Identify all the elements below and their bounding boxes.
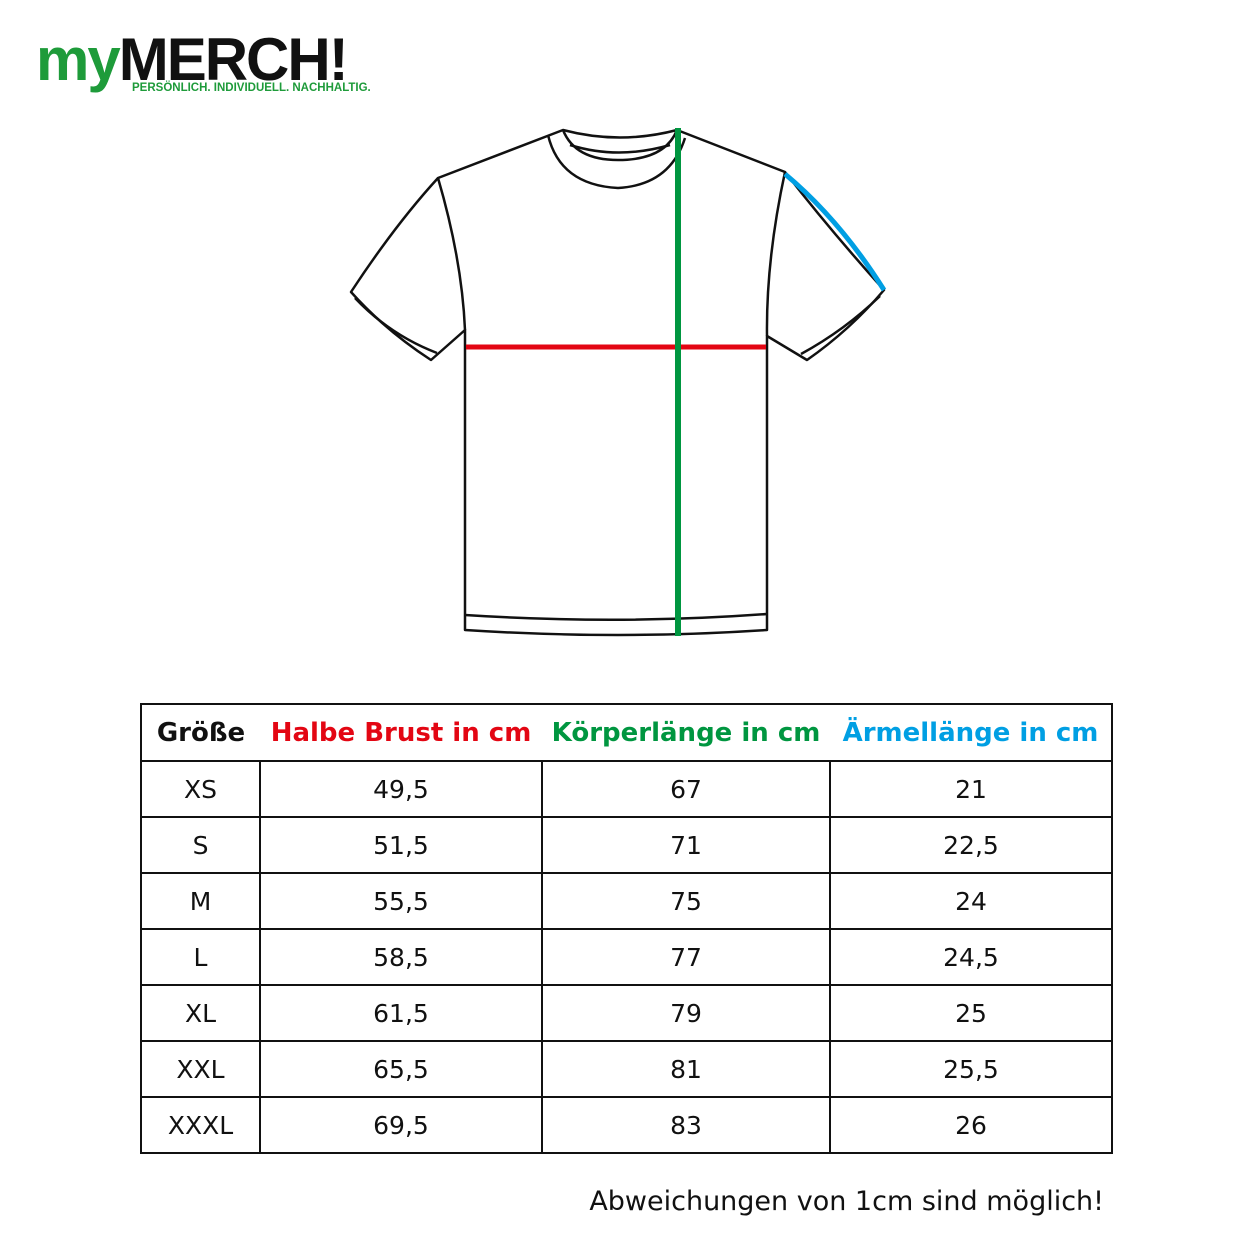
cell-size: XL (140, 984, 261, 1042)
table-row: XXL 65,5 81 25,5 (140, 1040, 1113, 1098)
cell-size: XS (140, 760, 261, 818)
cell-chest: 58,5 (259, 928, 543, 986)
cell-chest: 65,5 (259, 1040, 543, 1098)
table-row: M 55,5 75 24 (140, 872, 1113, 930)
tshirt-collar (546, 134, 687, 190)
tshirt-measurement-diagram (349, 128, 887, 637)
tshirt-body-right-seam (765, 171, 787, 337)
logo-tagline: PERSÖNLICH. INDIVIDUELL. NACHHALTIG. (132, 82, 371, 94)
header-chest: Halbe Brust in cm (260, 703, 542, 762)
cell-length: 71 (541, 816, 831, 874)
cell-length: 83 (541, 1096, 831, 1154)
cell-length: 75 (541, 872, 831, 930)
cell-size: XXL (140, 1040, 261, 1098)
cell-size: XXXL (140, 1096, 261, 1154)
cell-chest: 55,5 (259, 872, 543, 930)
logo-my: my (36, 26, 121, 93)
cell-sleeve: 26 (829, 1096, 1113, 1154)
tshirt-body-left-seam (436, 177, 467, 331)
cell-sleeve: 25 (829, 984, 1113, 1042)
header-length: Körperlänge in cm (542, 703, 830, 762)
tshirt-hem (464, 612, 768, 621)
cell-size: L (140, 928, 261, 986)
cell-sleeve: 24,5 (829, 928, 1113, 986)
size-table: Größe Halbe Brust in cm Körperlänge in c… (140, 703, 1113, 1154)
cell-sleeve: 25,5 (829, 1040, 1113, 1098)
sleeve-measure-line (783, 172, 887, 292)
table-row: L 58,5 77 24,5 (140, 928, 1113, 986)
cell-size: S (140, 816, 261, 874)
tolerance-note: Abweichungen von 1cm sind möglich! (589, 1186, 1104, 1217)
cell-chest: 69,5 (259, 1096, 543, 1154)
cell-length: 79 (541, 984, 831, 1042)
logo-merch: MERCH! (118, 26, 349, 93)
mymerch-logo: myMERCH! PERSÖNLICH. INDIVIDUELL. NACHHA… (36, 30, 371, 95)
header-size: Größe (140, 703, 260, 762)
table-header-row: Größe Halbe Brust in cm Körperlänge in c… (140, 703, 1113, 762)
table-row: S 51,5 71 22,5 (140, 816, 1113, 874)
cell-size: M (140, 872, 261, 930)
table-row: XL 61,5 79 25 (140, 984, 1113, 1042)
table-row: XS 49,5 67 21 (140, 760, 1113, 818)
cell-length: 77 (541, 928, 831, 986)
header-sleeve: Ärmellänge in cm (830, 703, 1113, 762)
cell-chest: 51,5 (259, 816, 543, 874)
cell-sleeve: 22,5 (829, 816, 1113, 874)
cell-sleeve: 21 (829, 760, 1113, 818)
cell-chest: 49,5 (259, 760, 543, 818)
cell-chest: 61,5 (259, 984, 543, 1042)
cell-sleeve: 24 (829, 872, 1113, 930)
tshirt-outline (349, 128, 886, 637)
cell-length: 67 (541, 760, 831, 818)
table-row: XXXL 69,5 83 26 (140, 1096, 1113, 1154)
cell-length: 81 (541, 1040, 831, 1098)
